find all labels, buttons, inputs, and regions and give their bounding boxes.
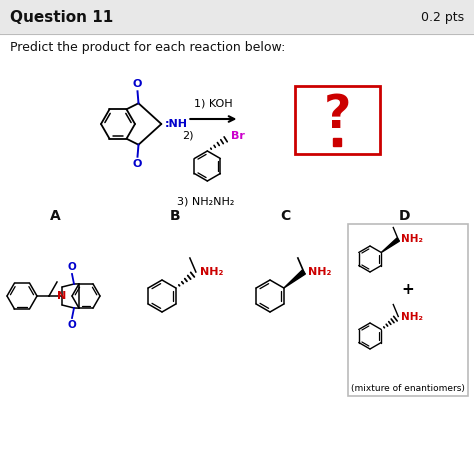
Text: D: D [399,209,411,223]
Text: 2): 2) [182,131,194,141]
Text: O: O [133,159,142,169]
Text: B: B [170,209,180,223]
Text: A: A [50,209,60,223]
Text: Predict the product for each reaction below:: Predict the product for each reaction be… [10,40,285,54]
Text: +: + [401,281,414,296]
Text: ?: ? [324,94,351,138]
Text: O: O [133,79,142,89]
Text: :NH: :NH [164,119,187,129]
Text: NH₂: NH₂ [200,267,223,277]
Polygon shape [381,238,400,252]
Text: NH₂: NH₂ [308,267,331,277]
Text: NH₂: NH₂ [401,235,423,245]
Text: 0.2 pts: 0.2 pts [421,10,464,24]
Text: NH₂: NH₂ [401,311,423,321]
Text: O: O [68,320,76,330]
Bar [0,0,474,34]
Bar [334,138,341,146]
Text: N: N [57,291,67,301]
Text: 3) NH₂NH₂: 3) NH₂NH₂ [177,197,235,207]
Text: Br: Br [231,131,245,141]
Polygon shape [284,270,305,288]
Text: O: O [68,262,76,272]
Text: 1) KOH: 1) KOH [194,99,233,109]
Text: (mixture of enantiomers): (mixture of enantiomers) [351,384,465,393]
Bar [295,86,380,154]
Text: Question 11: Question 11 [10,10,113,25]
Bar [348,224,468,396]
Text: C: C [280,209,290,223]
